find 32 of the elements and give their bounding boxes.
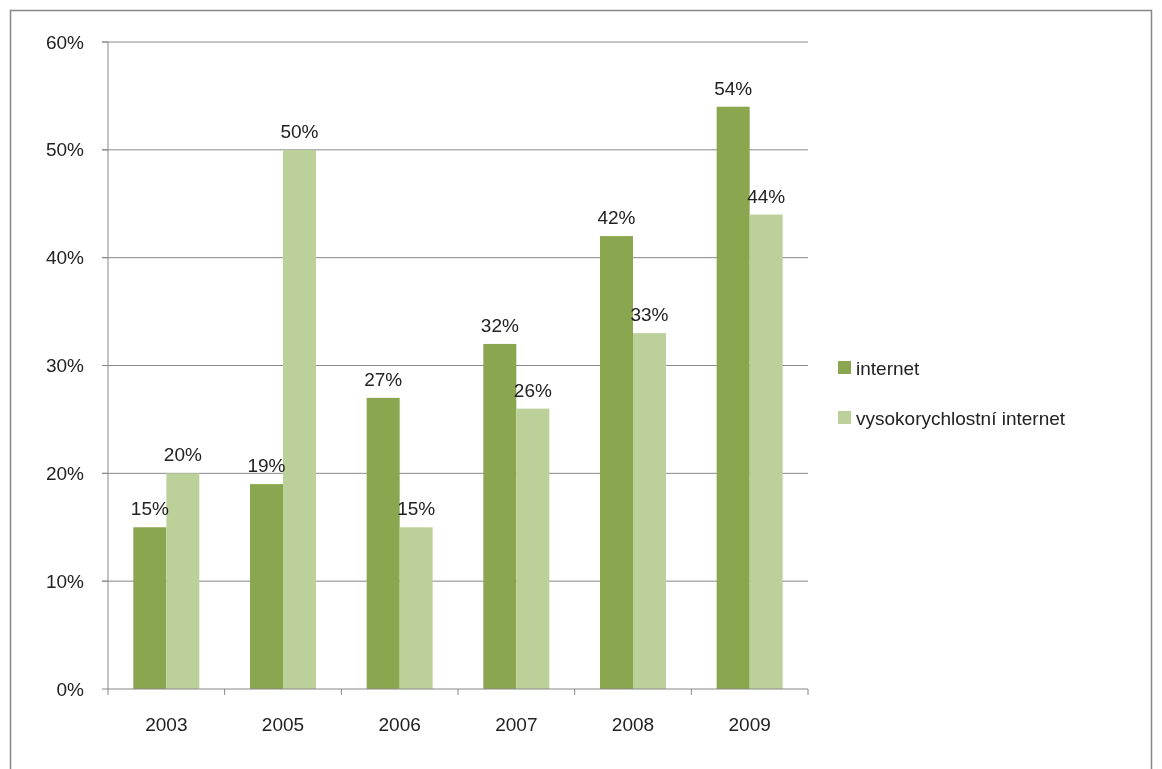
data-label: 42% — [597, 207, 636, 229]
y-tick-label: 50% — [45, 139, 85, 161]
bar — [366, 397, 400, 689]
data-label: 54% — [714, 77, 753, 99]
y-tick-label: 60% — [45, 31, 85, 53]
y-tick-label: 0% — [56, 678, 85, 700]
x-tick-label: 2007 — [495, 714, 538, 735]
bar — [516, 408, 550, 689]
data-label: 32% — [480, 314, 519, 336]
bar — [749, 214, 783, 689]
data-label: 19% — [247, 455, 286, 477]
x-tick-label: 2003 — [145, 714, 188, 735]
data-label: 50% — [280, 120, 319, 142]
bar — [399, 527, 433, 689]
data-label: 15% — [130, 498, 169, 520]
x-tick-label: 2008 — [611, 714, 655, 735]
y-tick-label: 10% — [45, 570, 85, 592]
y-tick-label: 20% — [45, 462, 85, 484]
x-tick-label: 2009 — [728, 714, 771, 735]
bar — [133, 527, 167, 689]
y-tick-label: 40% — [45, 247, 85, 269]
x-tick-label: 2005 — [261, 714, 305, 735]
data-label: 27% — [364, 368, 403, 390]
bar — [250, 484, 283, 689]
y-tick-label: 30% — [45, 355, 85, 377]
legend-label: vysokorychlostní internet — [856, 407, 1066, 429]
bar — [633, 333, 666, 689]
bar — [600, 236, 633, 689]
x-tick-label: 2006 — [378, 714, 421, 735]
legend-label: internet — [856, 357, 921, 379]
data-label: 20% — [163, 444, 202, 466]
bar — [283, 149, 316, 689]
